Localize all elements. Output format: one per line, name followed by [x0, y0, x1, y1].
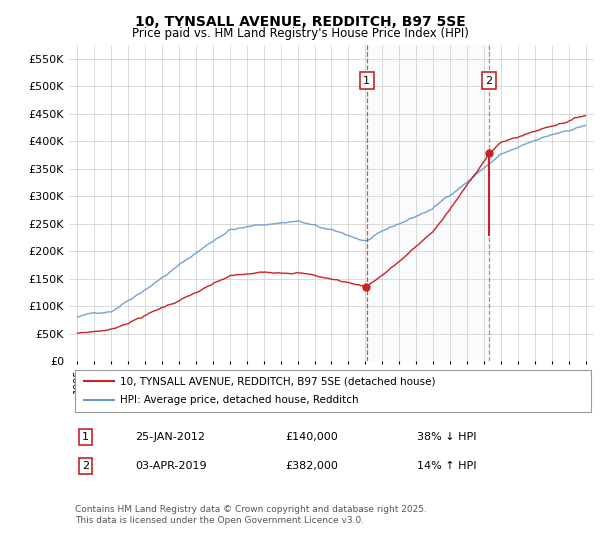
Text: 38% ↓ HPI: 38% ↓ HPI: [417, 432, 476, 442]
Text: 14% ↑ HPI: 14% ↑ HPI: [417, 461, 476, 471]
Text: 25-JAN-2012: 25-JAN-2012: [135, 432, 205, 442]
Text: 2: 2: [82, 461, 89, 471]
Text: £140,000: £140,000: [285, 432, 338, 442]
Bar: [367, 45, 489, 361]
Text: 2: 2: [485, 76, 493, 86]
Text: HPI: Average price, detached house, Redditch: HPI: Average price, detached house, Redd…: [120, 395, 359, 405]
Text: Contains HM Land Registry data © Crown copyright and database right 2025.
This d: Contains HM Land Registry data © Crown c…: [75, 505, 427, 525]
Text: 03-APR-2019: 03-APR-2019: [135, 461, 206, 471]
Text: 1: 1: [363, 76, 370, 86]
Text: 1: 1: [82, 432, 89, 442]
Text: 10, TYNSALL AVENUE, REDDITCH, B97 5SE: 10, TYNSALL AVENUE, REDDITCH, B97 5SE: [134, 15, 466, 29]
Text: 10, TYNSALL AVENUE, REDDITCH, B97 5SE (detached house): 10, TYNSALL AVENUE, REDDITCH, B97 5SE (d…: [120, 376, 436, 386]
Text: £382,000: £382,000: [285, 461, 338, 471]
Text: Price paid vs. HM Land Registry's House Price Index (HPI): Price paid vs. HM Land Registry's House …: [131, 27, 469, 40]
